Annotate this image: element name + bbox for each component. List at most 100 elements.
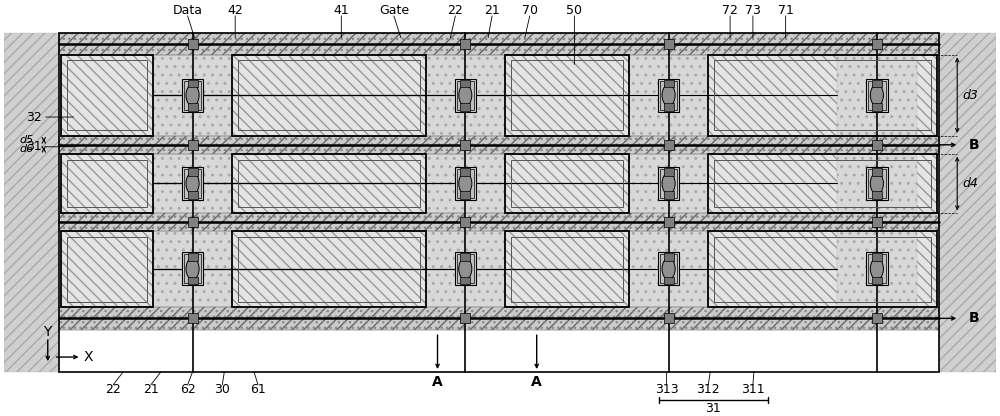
Bar [866,167,888,200]
Bar [658,167,679,200]
Text: 41: 41 [333,5,349,17]
Bar [59,33,939,54]
Text: d3: d3 [962,89,978,102]
Bar [460,103,470,111]
Bar [837,154,917,213]
Ellipse shape [870,258,883,280]
Text: 32: 32 [26,111,42,124]
Bar [153,231,232,307]
Ellipse shape [186,173,199,194]
Bar [238,237,420,302]
Text: Gate: Gate [379,5,409,17]
Bar [837,54,917,136]
Bar [511,60,623,130]
Bar [660,81,677,110]
Bar [61,54,153,136]
Text: d6: d6 [20,144,34,154]
Bar [59,136,939,154]
Bar [61,231,153,307]
Bar [188,313,198,323]
Bar [505,154,629,213]
Bar [868,254,886,283]
Text: Y: Y [44,325,52,339]
Bar [426,54,505,136]
Bar [238,60,420,130]
Text: 313: 313 [655,383,678,396]
Ellipse shape [662,258,675,280]
Bar [184,81,201,110]
Bar [67,160,147,207]
Text: B: B [969,138,980,152]
Bar [872,277,882,285]
Bar [460,39,470,49]
Bar [664,277,674,285]
Bar [455,167,476,200]
Text: 21: 21 [484,5,500,17]
Ellipse shape [662,173,675,194]
Bar [872,39,882,49]
Bar [188,39,198,49]
Bar [708,154,937,213]
Text: 21: 21 [143,383,159,396]
Bar [660,254,677,283]
Ellipse shape [459,173,472,194]
Bar [872,313,882,323]
Text: X: X [84,350,93,364]
Bar [426,154,505,213]
Bar [837,231,917,307]
Bar [232,154,426,213]
Text: 62: 62 [180,383,195,396]
Text: 71: 71 [778,5,794,17]
Bar [59,213,939,231]
Bar [460,217,470,227]
Text: d5: d5 [20,135,34,145]
Bar [511,237,623,302]
Bar [188,217,198,227]
Ellipse shape [459,84,472,106]
Bar [664,39,674,49]
Ellipse shape [662,84,675,106]
Text: 61: 61 [250,383,266,396]
Bar [188,253,198,261]
Bar [658,79,679,112]
Bar [188,103,198,111]
Bar [660,169,677,198]
Bar [664,79,674,87]
Text: 311: 311 [741,383,765,396]
Bar [188,168,198,176]
Bar [184,254,201,283]
Bar [59,213,939,231]
Bar [188,191,198,199]
Bar [457,169,474,198]
Text: 31: 31 [705,402,721,415]
Text: 31: 31 [26,140,42,153]
Bar [59,33,939,372]
Bar [714,237,931,302]
Bar [455,252,476,285]
Bar [184,169,201,198]
Bar [664,313,674,323]
Bar [182,167,203,200]
Bar [872,79,882,87]
Bar [232,54,426,136]
Bar [460,140,470,150]
Bar [61,154,153,213]
Bar [61,54,153,136]
Bar [59,136,939,154]
Bar [708,231,937,307]
Bar [664,168,674,176]
Bar [426,231,505,307]
Bar [629,154,708,213]
Bar [708,54,937,136]
Bar [188,277,198,285]
Bar [153,154,232,213]
Bar [238,160,420,207]
Text: 30: 30 [214,383,230,396]
Bar [664,140,674,150]
Bar [61,231,153,307]
Bar [939,33,996,372]
Bar [505,231,629,307]
Bar [708,154,937,213]
Text: 50: 50 [566,5,582,17]
Bar [59,33,939,54]
